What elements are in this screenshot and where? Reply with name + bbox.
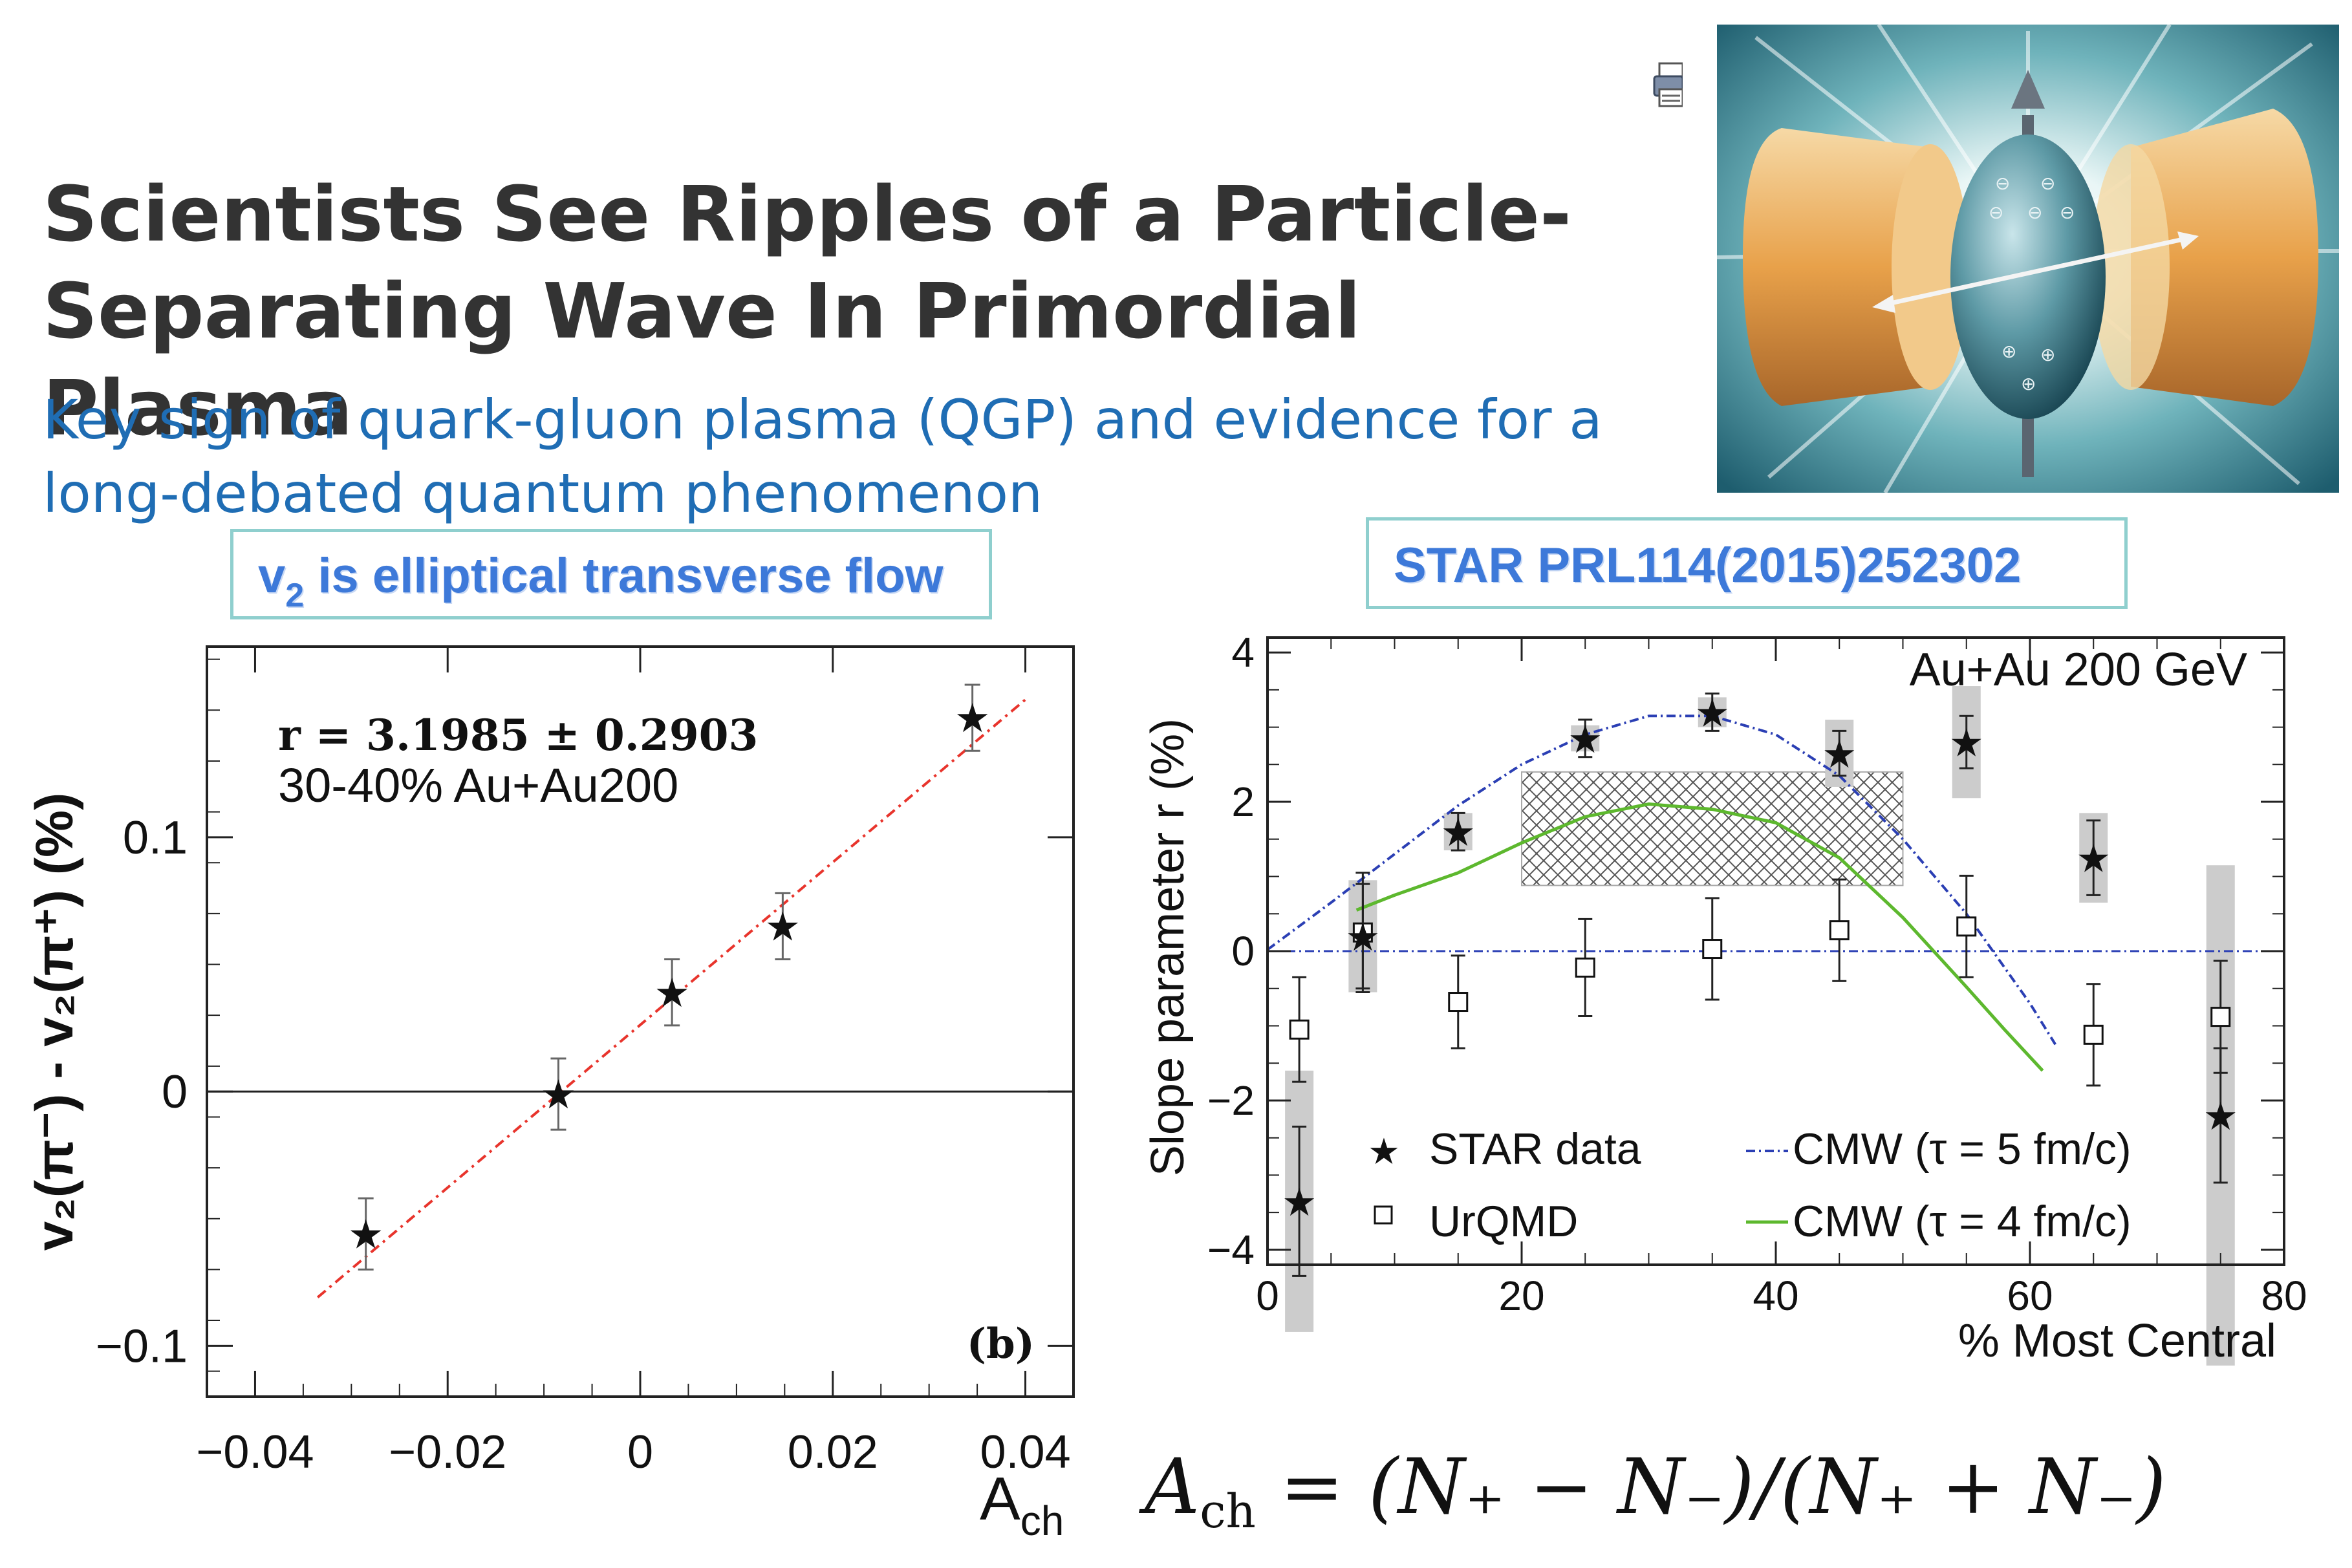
right-y-tick-label: 0 (1231, 928, 1255, 974)
v2-subscript: 2 (285, 577, 305, 614)
legend-urqmd-marker (1374, 1205, 1393, 1225)
data-point-star: ★ (955, 694, 991, 742)
reference-callout: STAR PRL114(2015)252302 (1366, 517, 2128, 609)
printer-icon[interactable] (1653, 59, 1683, 110)
subheadline-line-2: long-debated quantum phenomenon (43, 462, 1043, 525)
legend-star-label: STAR data (1429, 1124, 1641, 1174)
charge-plus: ⊕ (2001, 341, 2016, 362)
left-x-tick-label: 0.02 (788, 1426, 878, 1478)
linear-fit-line (316, 698, 1026, 1298)
chiral-magnetic-wave-illustration: ⊖ ⊖ ⊖ ⊖ ⊖ ⊕ ⊕ ⊕ (1717, 25, 2339, 493)
left-x-axis-label: Ach (980, 1465, 1064, 1544)
data-point-star: ★ (654, 969, 690, 1016)
legend-urqmd-label: UrQMD (1429, 1197, 1578, 1246)
charge-asymmetry-formula: Ach = (N₊ − N₋)/(N₊ + N₋) (1145, 1442, 2166, 1538)
right-x-tick-label: 80 (2261, 1273, 2307, 1319)
star-data-point: ★ (1568, 717, 1602, 762)
left-y-tick-label: 0.1 (123, 812, 188, 864)
data-point-star: ★ (541, 1071, 577, 1118)
cmw5-curve (1266, 714, 2057, 1046)
right-x-tick-label: 60 (2007, 1273, 2053, 1319)
urqmd-point (1956, 916, 1977, 937)
headline-line-2: Separating Wave In Primordial Plasma (43, 266, 1361, 453)
left-x-tick-label: 0 (627, 1426, 653, 1478)
reference-text: STAR PRL114(2015)252302 (1394, 538, 2022, 593)
right-x-tick-label: 40 (1753, 1273, 1798, 1319)
system-annotation: 30-40% Au+Au200 (278, 758, 678, 812)
legend-cmw4-label: CMW (τ = 4 fm/c) (1793, 1197, 2131, 1246)
panel-label: (b) (967, 1320, 1035, 1368)
data-point-star: ★ (765, 903, 801, 950)
right-y-tick-label: −2 (1207, 1077, 1255, 1124)
urqmd-point (2083, 1024, 2104, 1045)
data-point-star: ★ (348, 1210, 384, 1258)
left-y-tick-label: 0 (162, 1066, 188, 1118)
right-y-tick-label: 4 (1231, 629, 1255, 676)
star-data-point: ★ (1949, 721, 1984, 766)
right-y-tick-label: −4 (1207, 1227, 1255, 1273)
subheadline-line-1: Key sign of quark-gluon plasma (QGP) and… (43, 388, 1602, 451)
uncertainty-band (1521, 771, 1904, 886)
left-x-tick-label: −0.04 (196, 1426, 314, 1478)
charge-minus: ⊖ (1995, 173, 2010, 194)
legend-star-marker: ★ (1368, 1131, 1400, 1173)
collision-system-annotation: Au+Au 200 GeV (1910, 644, 2247, 696)
legend-cmw5-label: CMW (τ = 5 fm/c) (1793, 1124, 2131, 1174)
urqmd-point (1448, 992, 1469, 1013)
right-legend: ★ STAR data UrQMD CMW (τ = 5 fm/c) CMW (… (1368, 1124, 2131, 1246)
formula-lhs: A (1145, 1442, 1200, 1531)
left-y-tick-label: −0.1 (96, 1320, 188, 1372)
formula-lhs-sub: ch (1200, 1484, 1256, 1538)
urqmd-point (1575, 957, 1595, 978)
article-subheadline: Key sign of quark-gluon plasma (QGP) and… (43, 383, 1698, 530)
v2-definition-text: is elliptical transverse flow (304, 548, 944, 603)
left-chart: −0.04 −0.02 0 0.02 0.04 −0.1 0 0.1 ★ ★ ★ ★ ★ r = 3.… (25, 645, 1075, 1544)
charge-minus: ⊖ (1989, 202, 2003, 223)
star-data-point: ★ (1345, 915, 1380, 960)
urqmd-point (1289, 1019, 1310, 1040)
headline-line-1: Scientists See Ripples of a Particle- (43, 169, 1571, 259)
star-data-point: ★ (1282, 1180, 1317, 1225)
left-x-tick-label: −0.02 (389, 1426, 506, 1478)
right-y-tick-label: 2 (1231, 779, 1255, 825)
charge-plus: ⊕ (2040, 344, 2055, 365)
article-headline: Scientists See Ripples of a Particle- Se… (43, 166, 1659, 456)
right-x-tick-label: 20 (1498, 1273, 1544, 1319)
star-data-point: ★ (1695, 691, 1730, 736)
urqmd-point (1829, 920, 1850, 941)
left-y-axis-label: v₂(π⁻) - v₂(π⁺) (%) (25, 793, 84, 1251)
star-data-point: ★ (2076, 837, 2111, 882)
urqmd-point (2210, 1007, 2231, 1027)
fit-result-annotation: r = 3.1985 ± 0.2903 (278, 710, 758, 760)
right-chart: ★ ★ ★ ★ ★ ★ ★ ★ ★ 0 20 40 60 80 −4 −2 0 2 4 Au+Au 200 GeV… (1142, 629, 2307, 1367)
charge-minus: ⊖ (2040, 173, 2055, 194)
star-data-point: ★ (1441, 810, 1476, 855)
star-data-point: ★ (2203, 1094, 2238, 1139)
v2-symbol: v (258, 548, 286, 603)
charge-minus: ⊖ (2027, 202, 2042, 223)
cmw4-curve (1355, 802, 2044, 1072)
charge-minus: ⊖ (2060, 202, 2075, 223)
charge-plus: ⊕ (2021, 373, 2036, 394)
right-x-tick-label: 0 (1256, 1273, 1279, 1319)
urqmd-point (1702, 939, 1723, 960)
left-x-tick-label: 0.04 (980, 1426, 1070, 1478)
v2-definition-callout: v2 is elliptical transverse flow (230, 529, 992, 619)
right-x-axis-label: % Most Central (1958, 1315, 2276, 1367)
formula-rhs: (N₊ − N₋)/(N₊ + N₋) (1368, 1442, 2166, 1531)
star-data-point: ★ (1822, 732, 1857, 777)
right-y-axis-label: Slope parameter r (%) (1142, 718, 1194, 1176)
formula-equals: = (1255, 1442, 1368, 1531)
